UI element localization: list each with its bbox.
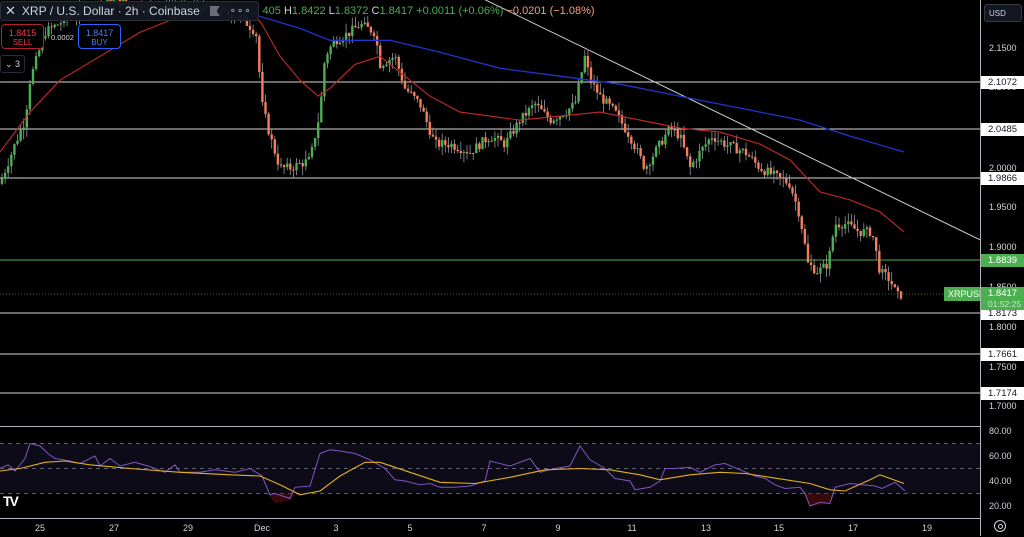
price-tick: 1.7500 bbox=[989, 362, 1017, 372]
price-tick: 2.0000 bbox=[989, 163, 1017, 173]
rsi-line[interactable] bbox=[0, 442, 906, 507]
low-label: L bbox=[328, 5, 335, 17]
indicators-toggle-button[interactable]: ⌄ 3 bbox=[0, 55, 25, 73]
close-icon[interactable]: ✕ bbox=[5, 3, 16, 18]
level-price-tag: 1.8839 bbox=[981, 254, 1024, 267]
time-tick: 15 bbox=[773, 523, 785, 533]
time-tick: 11 bbox=[627, 523, 637, 533]
ohlc-values: 405 H1.8422 L1.8372 C1.8417 +0.0011 (+0.… bbox=[263, 5, 595, 17]
buy-label: BUY bbox=[91, 38, 108, 47]
time-tick: 17 bbox=[847, 523, 859, 533]
last-price-tag: 1.8417 01:52:25 bbox=[981, 287, 1024, 310]
candlestick-chart[interactable] bbox=[0, 0, 980, 536]
high-label: H bbox=[283, 5, 292, 17]
level-price-tag: 1.9866 bbox=[981, 172, 1024, 185]
time-tick: 9 bbox=[555, 523, 561, 533]
rsi-tick: 40.00 bbox=[989, 476, 1012, 486]
close-value: 1.8417 bbox=[379, 5, 414, 17]
open-value: 405 bbox=[262, 5, 281, 17]
trendline[interactable] bbox=[470, 0, 980, 241]
time-tick: 13 bbox=[700, 523, 712, 533]
price-tick: 1.9000 bbox=[989, 242, 1017, 252]
rsi-tick: 60.00 bbox=[989, 451, 1012, 461]
price-tick: 1.8000 bbox=[989, 322, 1017, 332]
time-tick: 7 bbox=[481, 523, 487, 533]
bar-countdown: 01:52:25 bbox=[988, 299, 1022, 309]
pane-separator[interactable] bbox=[0, 426, 1024, 427]
time-tick: Dec bbox=[253, 523, 271, 533]
time-tick: 3 bbox=[333, 523, 339, 533]
time-tick: 19 bbox=[921, 523, 933, 533]
rsi-tick: 20.00 bbox=[989, 501, 1012, 511]
buy-button[interactable]: 1.8417 BUY bbox=[78, 24, 121, 49]
spread-value: 0.0002 bbox=[51, 33, 74, 42]
symbol-title-box[interactable]: ✕ XRP / U.S. Dollar · 2h · Coinbase ∘∘∘ bbox=[0, 1, 259, 21]
level-price-tag: 1.7174 bbox=[981, 387, 1024, 400]
tradingview-logo-icon[interactable]: TV bbox=[3, 493, 19, 509]
fast-moving-average-line[interactable] bbox=[0, 7, 905, 233]
sell-label: SELL bbox=[12, 38, 33, 47]
more-horizontal-icon[interactable]: ∘∘∘ bbox=[229, 5, 252, 17]
buy-price: 1.8417 bbox=[85, 28, 114, 38]
low-value: 1.8372 bbox=[334, 5, 369, 17]
candles bbox=[0, 0, 903, 301]
price-tick: 2.1500 bbox=[989, 43, 1017, 53]
chart-legend: ✕ XRP / U.S. Dollar · 2h · Coinbase ∘∘∘ … bbox=[0, 1, 595, 21]
time-tick: 29 bbox=[182, 523, 194, 533]
price-tick: 1.9500 bbox=[989, 202, 1017, 212]
slow-moving-average-line[interactable] bbox=[229, 7, 905, 153]
price-tick: 1.7000 bbox=[989, 401, 1017, 411]
sell-button[interactable]: 1.8415 SELL bbox=[1, 24, 44, 49]
symbol-price-tag: XRPUSD bbox=[944, 287, 990, 301]
level-price-tag: 1.7661 bbox=[981, 348, 1024, 361]
level-price-tag: 2.0485 bbox=[981, 123, 1024, 136]
symbol-title: XRP / U.S. Dollar · 2h · Coinbase bbox=[21, 4, 200, 18]
rsi-ma-line[interactable] bbox=[0, 460, 905, 496]
high-value: 1.8422 bbox=[291, 5, 326, 17]
currency-button[interactable]: USD bbox=[984, 4, 1022, 22]
flag-icon[interactable] bbox=[209, 6, 220, 16]
day-change-value: −0.0201 (−1.08%) bbox=[506, 5, 595, 17]
time-axis[interactable]: 25 27 29 Dec 3 5 7 9 11 13 15 17 19 bbox=[0, 518, 980, 537]
change-value: +0.0011 (+0.06%) bbox=[416, 5, 504, 17]
close-label: C bbox=[371, 5, 380, 17]
level-price-tag: 1.8173 bbox=[981, 307, 1024, 320]
price-chart-pane[interactable] bbox=[0, 0, 980, 536]
sell-price: 1.8415 bbox=[8, 28, 37, 38]
level-price-tag: 2.1072 bbox=[981, 76, 1024, 89]
settings-gear-icon[interactable] bbox=[994, 520, 1006, 532]
rsi-tick: 80.00 bbox=[989, 426, 1012, 436]
price-axis[interactable]: USD 2.15002.10002.05002.00001.95001.9000… bbox=[980, 0, 1024, 536]
time-tick: 25 bbox=[34, 523, 46, 533]
time-tick: 27 bbox=[108, 523, 120, 533]
rsi-oversold-fill bbox=[268, 493, 295, 504]
time-tick: 5 bbox=[407, 523, 413, 533]
last-price-value: 1.8417 bbox=[988, 288, 1018, 299]
